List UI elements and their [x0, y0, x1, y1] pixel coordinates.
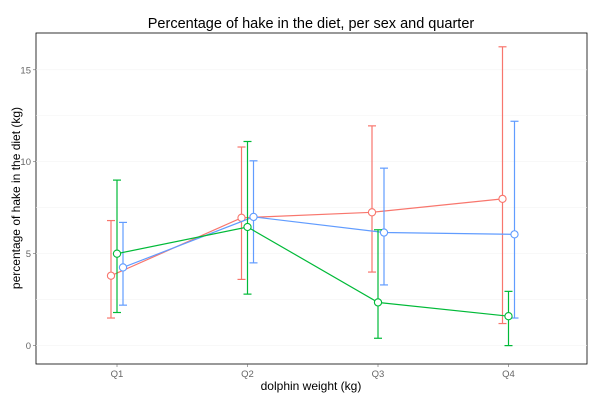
data-point — [379, 228, 389, 237]
x-tick-label: Q4 — [502, 369, 515, 380]
data-point — [118, 263, 128, 272]
y-axis-title: percentage of hake in the diet (kg) — [9, 107, 23, 289]
data-point — [249, 212, 258, 222]
data-point — [510, 230, 519, 239]
y-tick-label: 15 — [20, 65, 31, 76]
series-line — [122, 216, 515, 269]
data-point — [504, 312, 513, 321]
data-point — [498, 194, 507, 204]
data-point — [112, 249, 122, 258]
y-tick-label: 5 — [26, 249, 31, 260]
series-line — [116, 226, 509, 317]
x-tick-label: Q2 — [241, 369, 254, 380]
chart-marks — [106, 46, 519, 347]
x-tick-label: Q3 — [372, 369, 385, 380]
y-tick-label: 10 — [20, 157, 31, 168]
data-point — [367, 208, 377, 217]
data-point — [243, 222, 252, 232]
axes: 0 5 10 15 Q1 Q2 Q3 Q4 — [20, 65, 514, 380]
chart-title: Percentage of hake in the diet, per sex … — [148, 16, 475, 32]
plot-panel — [35, 32, 588, 365]
data-point — [373, 298, 383, 307]
data-point — [106, 271, 116, 280]
grid-lines — [36, 69, 587, 346]
x-tick-label: Q1 — [111, 369, 124, 380]
y-tick-label: 0 — [26, 341, 31, 352]
x-axis-title: dolphin weight (kg) — [261, 379, 362, 393]
